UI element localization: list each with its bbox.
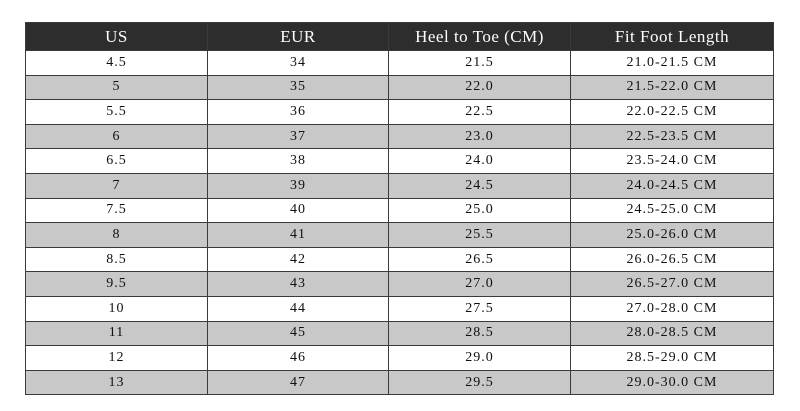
table-row: 7 39 24.5 24.0-24.5 CM [25, 172, 774, 199]
table-cell: 25.0-26.0 CM [570, 222, 774, 248]
table-cell: 23.5-24.0 CM [570, 148, 774, 174]
header-cell: US [25, 22, 208, 51]
table-cell: 34 [207, 50, 389, 76]
table-cell: 8.5 [25, 246, 208, 273]
table-cell: 22.5-23.5 CM [570, 123, 774, 150]
table-cell: 42 [207, 246, 389, 273]
size-table: US EUR Heel to Toe (CM) Fit Foot Length 4.5… [25, 22, 774, 396]
table-cell: 4.5 [25, 50, 208, 76]
table-cell: 5 [25, 74, 208, 101]
table-row: 6 37 23.0 22.5-23.5 CM [25, 123, 774, 150]
table-cell: 44 [207, 295, 389, 322]
table-cell: 27.0 [388, 271, 571, 297]
table-row: 11 45 28.5 28.0-28.5 CM [25, 320, 774, 347]
table-cell: 47 [207, 369, 389, 396]
table-cell: 41 [207, 222, 389, 248]
table-row: 8 41 25.5 25.0-26.0 CM [25, 222, 774, 248]
table-cell: 39 [207, 172, 389, 199]
table-cell: 40 [207, 197, 389, 224]
table-cell: 43 [207, 271, 389, 297]
table-cell: 21.0-21.5 CM [570, 50, 774, 76]
table-row: 5 35 22.0 21.5-22.0 CM [25, 74, 774, 101]
table-row: 5.5 36 22.5 22.0-22.5 CM [25, 99, 774, 125]
table-cell: 36 [207, 99, 389, 125]
table-cell: 7 [25, 172, 208, 199]
header-cell: Fit Foot Length [570, 22, 774, 51]
table-cell: 7.5 [25, 197, 208, 224]
table-cell: 6 [25, 123, 208, 150]
table-row: 6.5 38 24.0 23.5-24.0 CM [25, 148, 774, 174]
table-cell: 37 [207, 123, 389, 150]
table-cell: 26.5 [388, 246, 571, 273]
table-row: 13 47 29.5 29.0-30.0 CM [25, 369, 774, 396]
table-cell: 24.0-24.5 CM [570, 172, 774, 199]
table-cell: 28.0-28.5 CM [570, 320, 774, 347]
table-row: 7.5 40 25.0 24.5-25.0 CM [25, 197, 774, 224]
table-cell: 25.5 [388, 222, 571, 248]
table-cell: 38 [207, 148, 389, 174]
table-cell: 22.0 [388, 74, 571, 101]
table-row: 9.5 43 27.0 26.5-27.0 CM [25, 271, 774, 297]
header-row: US EUR Heel to Toe (CM) Fit Foot Length [25, 22, 774, 51]
table-cell: 45 [207, 320, 389, 347]
table-cell: 24.0 [388, 148, 571, 174]
table-cell: 24.5 [388, 172, 571, 199]
table-cell: 27.5 [388, 295, 571, 322]
table-row: 12 46 29.0 28.5-29.0 CM [25, 345, 774, 371]
table-cell: 23.0 [388, 123, 571, 150]
table-cell: 9.5 [25, 271, 208, 297]
table-body: 4.5 34 21.5 21.0-21.5 CM 5 35 22.0 21.5-22.0 CM… [25, 50, 774, 396]
table-cell: 29.5 [388, 369, 571, 396]
table-cell: 26.5-27.0 CM [570, 271, 774, 297]
table-cell: 28.5 [388, 320, 571, 347]
table-row: 4.5 34 21.5 21.0-21.5 CM [25, 50, 774, 76]
table-cell: 21.5 [388, 50, 571, 76]
table-cell: 46 [207, 345, 389, 371]
table-cell: 5.5 [25, 99, 208, 125]
table-cell: 6.5 [25, 148, 208, 174]
table-cell: 11 [25, 320, 208, 347]
table-cell: 22.0-22.5 CM [570, 99, 774, 125]
table-row: 8.5 42 26.5 26.0-26.5 CM [25, 246, 774, 273]
table-cell: 21.5-22.0 CM [570, 74, 774, 101]
table-cell: 26.0-26.5 CM [570, 246, 774, 273]
table-cell: 8 [25, 222, 208, 248]
table-cell: 13 [25, 369, 208, 396]
table-row: 10 44 27.5 27.0-28.0 CM [25, 295, 774, 322]
table-cell: 28.5-29.0 CM [570, 345, 774, 371]
header-cell: EUR [207, 22, 389, 51]
table-cell: 35 [207, 74, 389, 101]
table-cell: 24.5-25.0 CM [570, 197, 774, 224]
table-cell: 12 [25, 345, 208, 371]
table-cell: 25.0 [388, 197, 571, 224]
table-cell: 10 [25, 295, 208, 322]
table-cell: 22.5 [388, 99, 571, 125]
table-cell: 29.0 [388, 345, 571, 371]
header-cell: Heel to Toe (CM) [388, 22, 571, 51]
table-cell: 27.0-28.0 CM [570, 295, 774, 322]
table-cell: 29.0-30.0 CM [570, 369, 774, 396]
